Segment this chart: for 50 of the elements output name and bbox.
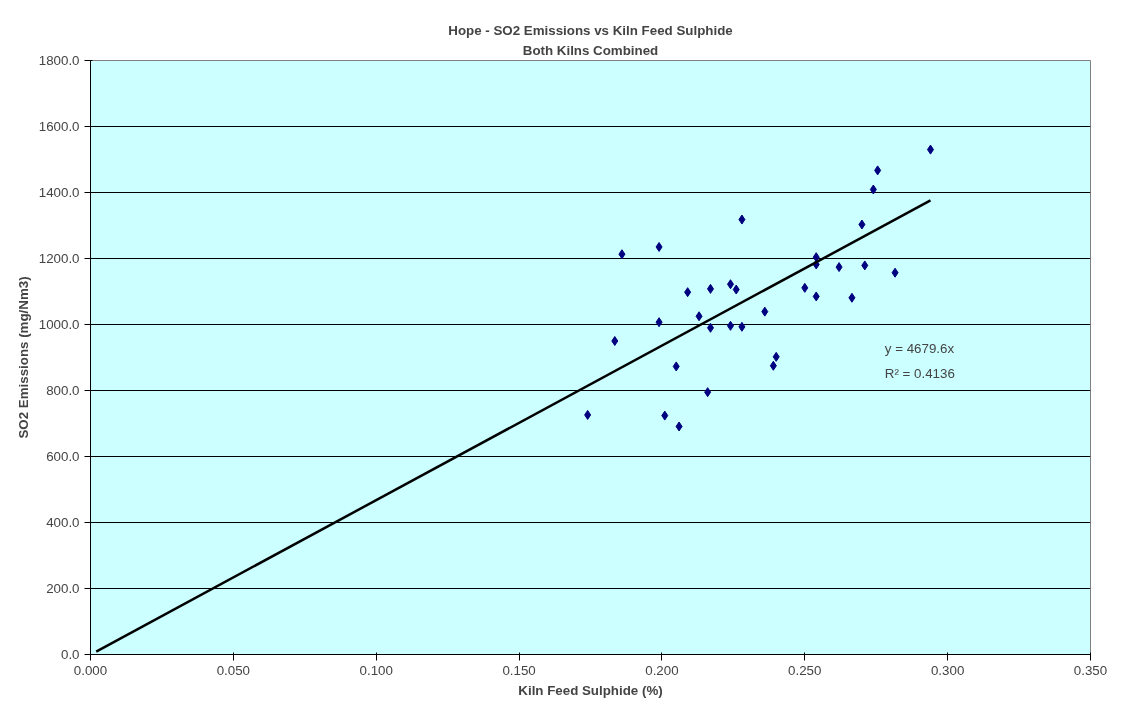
x-tick-label: 0.150 [502,662,536,678]
point [848,292,856,303]
x-tick-label: 0.200 [645,662,679,678]
point [695,311,703,322]
point [675,421,683,432]
point [812,291,820,302]
y-tick-label: 1400.0 [38,185,80,200]
point [869,184,877,195]
x-axis-title: Kiln Feed Sulphide (%) [518,682,663,698]
y-axis-title: SO2 Emissions (mg/Nm3) [15,276,31,439]
annotation: y = 4679.6x [884,340,955,356]
point [761,306,769,317]
annotation: R² = 0.4136 [884,365,955,381]
point [891,267,899,278]
point [835,262,843,273]
point [611,336,619,346]
point [861,260,869,271]
y-tick-label: 0.0 [60,647,80,662]
point [684,287,692,298]
y-tick-label: 1200.0 [38,251,80,266]
point [672,361,680,372]
x-tick-label: 0.300 [930,662,965,678]
x-tick-label: 0.050 [216,662,251,678]
y-tick-label: 1000.0 [38,317,80,332]
point [661,410,669,421]
point [655,317,663,328]
chart-title: Hope - SO2 Emissions vs Kiln Feed Sulphide [448,22,733,38]
point [858,219,866,230]
x-tick-label: 0.250 [788,662,822,678]
point [772,351,780,362]
x-tick-label: 0.100 [359,662,393,678]
y-tick-label: 800.0 [46,383,80,398]
point [618,249,626,260]
point [732,284,740,295]
y-tick-label: 1600.0 [38,119,80,134]
point [769,360,777,371]
y-tick-label: 400.0 [46,515,80,530]
x-tick-label: 0.350 [1073,662,1108,678]
point [738,214,746,225]
point [801,282,809,293]
point [584,409,592,420]
point [738,321,746,332]
point [655,241,663,252]
x-tick-label: 0.000 [73,662,108,678]
point [704,387,712,398]
point [874,165,882,176]
y-tick-label: 1800.0 [38,53,80,68]
chart-subtitle: Both Kilns Combined [522,42,659,58]
y-tick-label: 600.0 [46,449,80,464]
y-tick-label: 200.0 [46,581,80,596]
